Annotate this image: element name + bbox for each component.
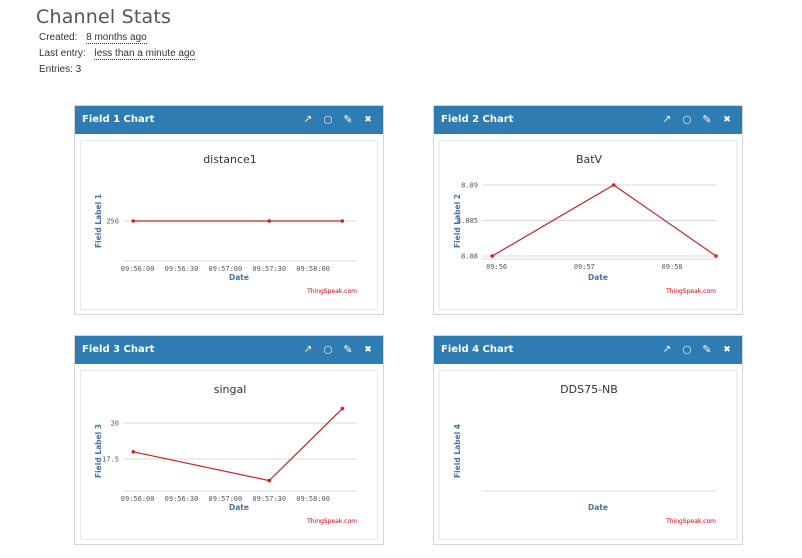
data-point [490, 254, 495, 258]
chart-area: singal Field Label 3 Date ThingSpeak.com 20 1… [80, 370, 378, 540]
pencil-icon[interactable]: ✎ [702, 343, 712, 356]
chart-area: BatV Field Label 2 Date ThingSpeak.com 8.89 8… [439, 140, 737, 310]
chart-credit: ThingSpeak.com [306, 518, 357, 525]
x-axis-label: Date [229, 503, 249, 512]
x-tick-label: 09:58:00 [296, 495, 330, 503]
panel-toolbar: ↗ ◯ ✎ ✖ [301, 112, 375, 126]
external-link-icon[interactable]: ↗ [303, 343, 313, 355]
pencil-icon[interactable]: ✎ [702, 113, 712, 126]
x-tick-label: 09:57:00 [209, 495, 243, 503]
panel-header: Field 3 Chart ↗ ◯ ✎ ✖ [75, 336, 383, 364]
x-tick-label: 09:58 [662, 263, 683, 271]
external-link-icon[interactable]: ↗ [662, 113, 672, 125]
panel-toolbar: ↗ ◯ ✎ ✖ [660, 112, 734, 126]
created-label: Created: [39, 32, 78, 43]
pencil-icon[interactable]: ✎ [343, 113, 353, 126]
y-axis-label: Field Label 3 [94, 424, 103, 478]
x-tick-label: 09:57:30 [252, 495, 286, 503]
close-icon[interactable]: ✖ [364, 343, 372, 354]
chart-panel-field-3: Field 3 Chart ↗ ◯ ✎ ✖ singal Field Label 3 Date… [74, 335, 384, 545]
data-point [611, 183, 616, 187]
series-line [133, 408, 343, 482]
panel-title: Field 1 Chart [82, 114, 155, 125]
y-tick-label: 8.89 [461, 182, 478, 190]
x-tick-label: 09:56:00 [121, 495, 155, 503]
data-point [267, 219, 272, 223]
comment-icon[interactable]: ◯ [682, 114, 692, 124]
panel-header: Field 1 Chart ↗ ◯ ✎ ✖ [75, 106, 383, 134]
x-axis-label: Date [588, 273, 608, 282]
chart-panel-field-1: Field 1 Chart ↗ ◯ ✎ ✖ distance1 Field Label 1 D… [74, 105, 384, 315]
y-tick-label: 20 [111, 420, 119, 428]
data-point [131, 450, 136, 454]
panel-title: Field 2 Chart [441, 114, 514, 125]
entries-count: Entries: 3 [39, 64, 82, 75]
data-point [267, 478, 272, 483]
x-axis-label: Date [229, 273, 249, 282]
created-value: 8 months ago [86, 32, 147, 44]
chart-credit: ThingSpeak.com [665, 288, 716, 295]
data-point [340, 219, 345, 223]
x-tick-label: 09:58:00 [296, 265, 330, 273]
chart-area: DDS75-NB Field Label 4 Date ThingSpeak.com [439, 370, 737, 540]
created-row: Created: 8 months ago [39, 32, 147, 44]
close-icon[interactable]: ✖ [723, 343, 731, 354]
x-tick-label: 09:57:30 [252, 265, 286, 273]
last-entry-row: Last entry: less than a minute ago [39, 48, 196, 60]
last-entry-label: Last entry: [39, 48, 86, 59]
external-link-icon[interactable]: ↗ [303, 113, 313, 125]
data-point [714, 254, 718, 258]
panel-toolbar: ↗ ◯ ✎ ✖ [660, 342, 734, 356]
chart-title: distance1 [203, 153, 257, 166]
pencil-icon[interactable]: ✎ [343, 343, 353, 356]
x-tick-label: 09:57:00 [209, 265, 243, 273]
data-point [340, 406, 345, 411]
line-chart: DDS75-NB Field Label 4 Date ThingSpeak.com [453, 383, 716, 525]
line-chart: singal Field Label 3 Date ThingSpeak.com 20 1… [94, 383, 357, 525]
y-tick-label: 8.885 [457, 217, 478, 225]
y-axis-label: Field Label 1 [94, 194, 103, 248]
close-icon[interactable]: ✖ [723, 113, 731, 124]
chart-credit: ThingSpeak.com [306, 288, 357, 295]
panel-header: Field 4 Chart ↗ ◯ ✎ ✖ [434, 336, 742, 364]
x-axis-label: Date [588, 503, 608, 512]
last-entry-value: less than a minute ago [94, 48, 196, 60]
data-point [131, 219, 136, 223]
x-tick-label: 09:56:30 [165, 265, 199, 273]
page-title: Channel Stats [36, 6, 172, 28]
y-tick-label: 250 [106, 218, 119, 226]
panel-toolbar: ↗ ◯ ✎ ✖ [301, 342, 375, 356]
y-axis-label: Field Label 4 [453, 424, 462, 478]
line-chart: distance1 Field Label 1 Date ThingSpeak.com… [94, 153, 357, 295]
chart-title: BatV [576, 153, 603, 166]
comment-icon[interactable]: ◯ [323, 114, 333, 124]
y-tick-label: 8.88 [461, 253, 478, 261]
chart-panel-field-2: Field 2 Chart ↗ ◯ ✎ ✖ BatV Field Label 2 Date Th… [433, 105, 743, 315]
line-chart: BatV Field Label 2 Date ThingSpeak.com 8.89 8… [453, 153, 718, 295]
chart-title: DDS75-NB [560, 383, 618, 396]
x-tick-label: 09:56:00 [121, 265, 155, 273]
x-tick-label: 09:57 [574, 263, 595, 271]
external-link-icon[interactable]: ↗ [662, 343, 672, 355]
panel-header: Field 2 Chart ↗ ◯ ✎ ✖ [434, 106, 742, 134]
x-tick-label: 09:56:30 [165, 495, 199, 503]
panel-title: Field 3 Chart [82, 344, 155, 355]
comment-icon[interactable]: ◯ [682, 344, 692, 354]
comment-icon[interactable]: ◯ [323, 344, 333, 354]
close-icon[interactable]: ✖ [364, 113, 372, 124]
y-axis-label: Field Label 2 [453, 194, 462, 248]
x-tick-label: 09:56 [486, 263, 507, 271]
y-tick-label: 17.5 [102, 456, 119, 464]
chart-panel-field-4: Field 4 Chart ↗ ◯ ✎ ✖ DDS75-NB Field Label 4 Da… [433, 335, 743, 545]
panel-title: Field 4 Chart [441, 344, 514, 355]
chart-title: singal [214, 383, 247, 396]
chart-area: distance1 Field Label 1 Date ThingSpeak.com… [80, 140, 378, 310]
chart-credit: ThingSpeak.com [665, 518, 716, 525]
